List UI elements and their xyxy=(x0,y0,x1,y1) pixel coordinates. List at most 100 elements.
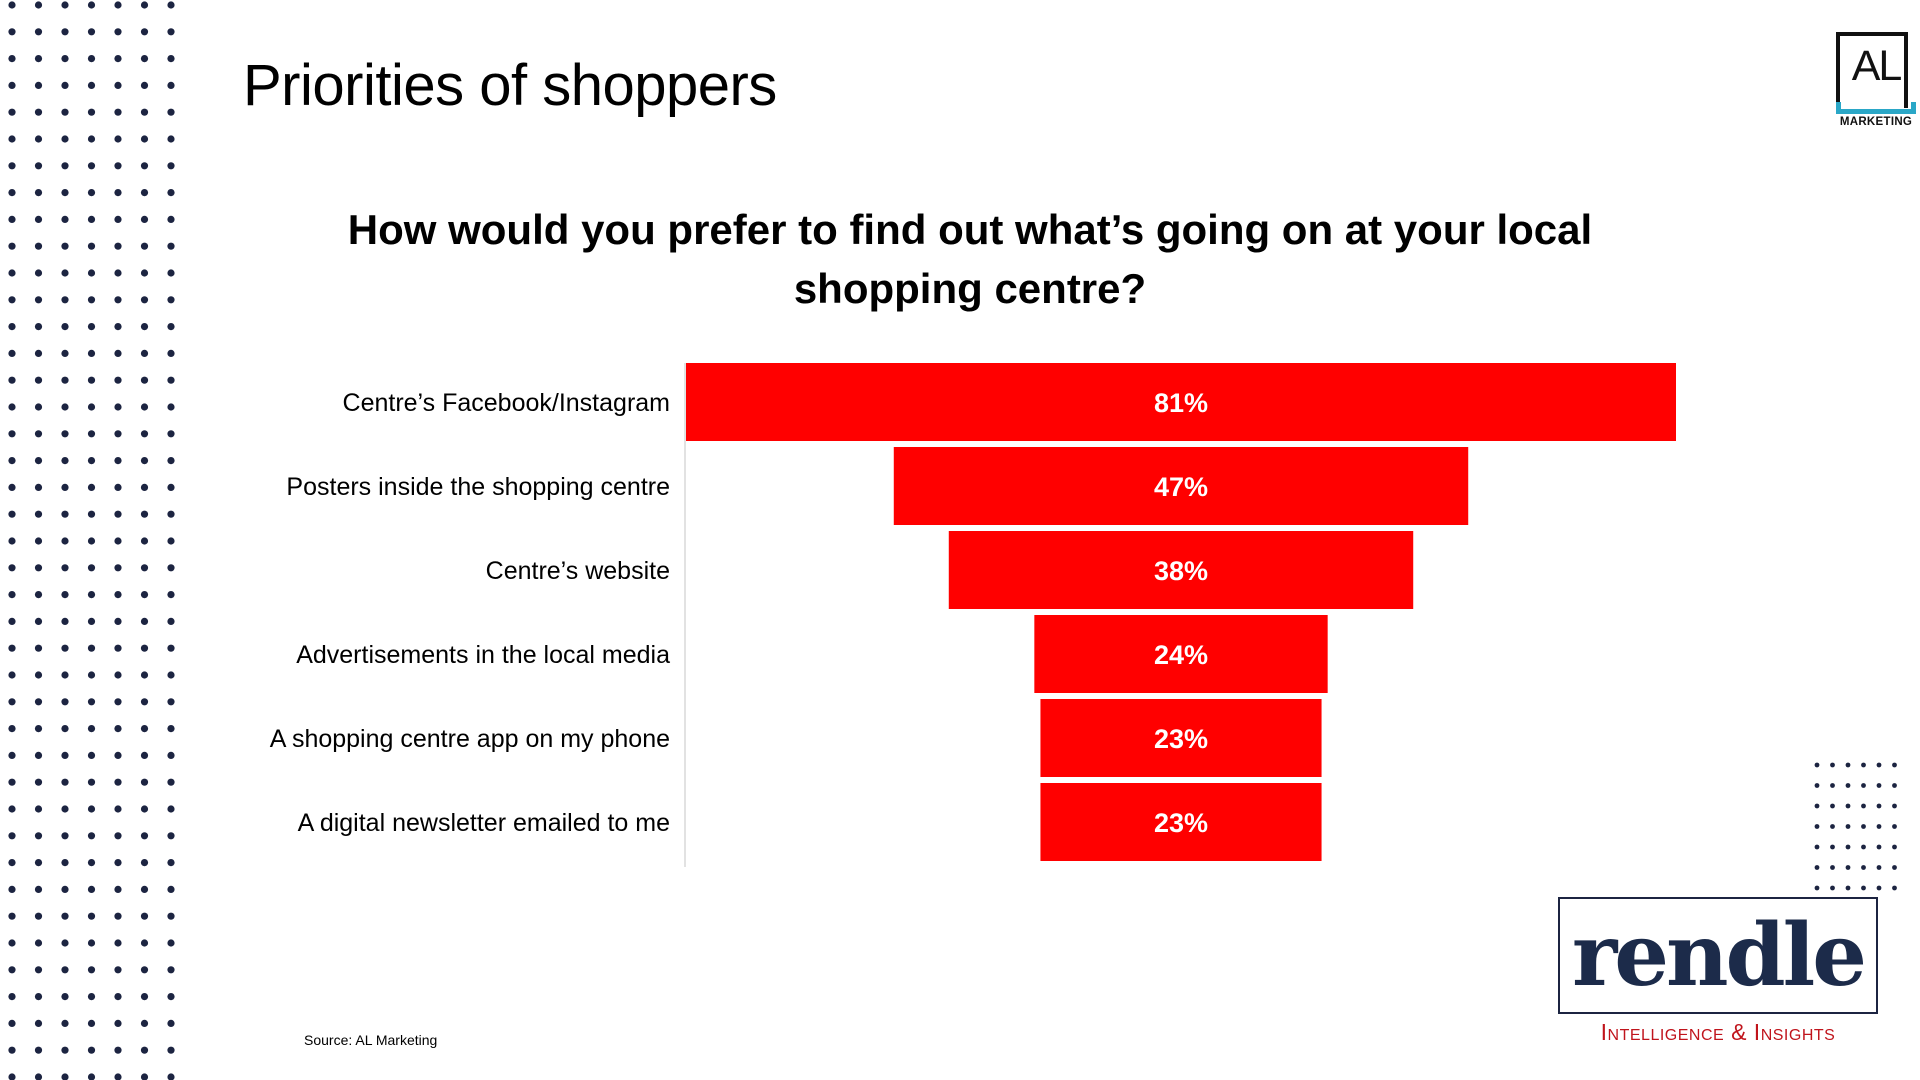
dot xyxy=(34,242,43,250)
dot xyxy=(140,939,149,947)
dot xyxy=(8,644,16,652)
dot xyxy=(87,698,96,706)
dot xyxy=(167,81,175,89)
dot xyxy=(87,885,96,894)
dot xyxy=(140,1,149,9)
dot xyxy=(34,376,43,384)
funnel-bar xyxy=(1034,615,1328,693)
dot xyxy=(114,269,122,277)
dot xyxy=(8,457,16,465)
dot xyxy=(114,564,122,572)
dot xyxy=(61,1,69,9)
dot xyxy=(61,457,69,465)
dot xyxy=(61,671,69,679)
dot xyxy=(167,1019,175,1027)
dot xyxy=(1830,885,1835,891)
dot xyxy=(114,403,122,411)
dot xyxy=(167,376,175,384)
dot xyxy=(87,1,96,9)
dot xyxy=(61,939,69,947)
al-marketing-logo: AL MARKETING xyxy=(1833,30,1919,130)
dot xyxy=(61,751,69,760)
dot xyxy=(61,1073,69,1080)
dot xyxy=(167,323,175,331)
dot xyxy=(8,510,16,518)
dot xyxy=(87,483,96,491)
dot xyxy=(61,28,69,36)
dot xyxy=(34,1073,43,1080)
dot xyxy=(61,215,69,223)
dot xyxy=(167,430,175,438)
dot xyxy=(61,296,69,304)
dot xyxy=(140,698,149,706)
dot xyxy=(34,859,43,867)
dot xyxy=(140,162,149,170)
dot xyxy=(87,55,96,63)
dot xyxy=(87,859,96,867)
dot xyxy=(8,564,16,572)
dot xyxy=(87,162,96,170)
dot xyxy=(167,162,175,170)
dot xyxy=(167,483,175,491)
dot xyxy=(140,242,149,250)
dot xyxy=(167,189,175,197)
dot xyxy=(167,296,175,304)
dot xyxy=(8,778,16,786)
dot xyxy=(8,430,16,438)
dot xyxy=(8,725,16,733)
category-label: A digital newsletter emailed to me xyxy=(298,809,670,837)
dot xyxy=(61,859,69,867)
dot xyxy=(87,671,96,679)
dot xyxy=(114,162,122,170)
dot xyxy=(1876,803,1882,809)
data-label: 23% xyxy=(1154,724,1208,754)
dot xyxy=(61,564,69,572)
dot xyxy=(140,483,149,491)
dot xyxy=(1861,783,1866,788)
funnel-bar xyxy=(1040,699,1322,777)
dot xyxy=(114,430,122,438)
dot xyxy=(167,859,175,867)
dot xyxy=(140,644,149,652)
dot xyxy=(87,537,96,545)
dot xyxy=(34,162,43,170)
dot xyxy=(61,591,69,599)
dot xyxy=(61,81,69,89)
dot xyxy=(140,430,149,438)
dot xyxy=(34,537,43,545)
dot xyxy=(34,1046,43,1054)
data-label: 24% xyxy=(1154,640,1208,670)
dot xyxy=(87,323,96,331)
dot xyxy=(61,108,69,116)
dot xyxy=(8,537,16,545)
dot xyxy=(114,483,122,491)
dot xyxy=(8,1046,16,1054)
dot xyxy=(1814,885,1820,891)
dot xyxy=(87,617,96,626)
dot xyxy=(87,912,96,920)
data-label: 81% xyxy=(1154,388,1208,418)
dot xyxy=(1845,783,1851,788)
dot xyxy=(140,403,149,411)
dot xyxy=(61,966,69,974)
dot xyxy=(114,805,122,813)
dot xyxy=(61,430,69,438)
dot xyxy=(114,778,122,786)
funnel-bar xyxy=(686,363,1676,441)
category-label: Centre’s Facebook/Instagram xyxy=(343,389,670,417)
dot xyxy=(1892,844,1897,850)
dot xyxy=(114,189,122,197)
dot xyxy=(114,1046,122,1054)
dot xyxy=(1845,885,1851,891)
dot xyxy=(87,457,96,465)
dot xyxy=(140,135,149,143)
dot xyxy=(114,296,122,304)
dot xyxy=(1830,803,1835,809)
dot xyxy=(140,215,149,223)
dot xyxy=(114,510,122,518)
dot xyxy=(1892,803,1897,809)
dot xyxy=(61,537,69,545)
dot xyxy=(34,135,43,143)
dot xyxy=(114,55,122,63)
